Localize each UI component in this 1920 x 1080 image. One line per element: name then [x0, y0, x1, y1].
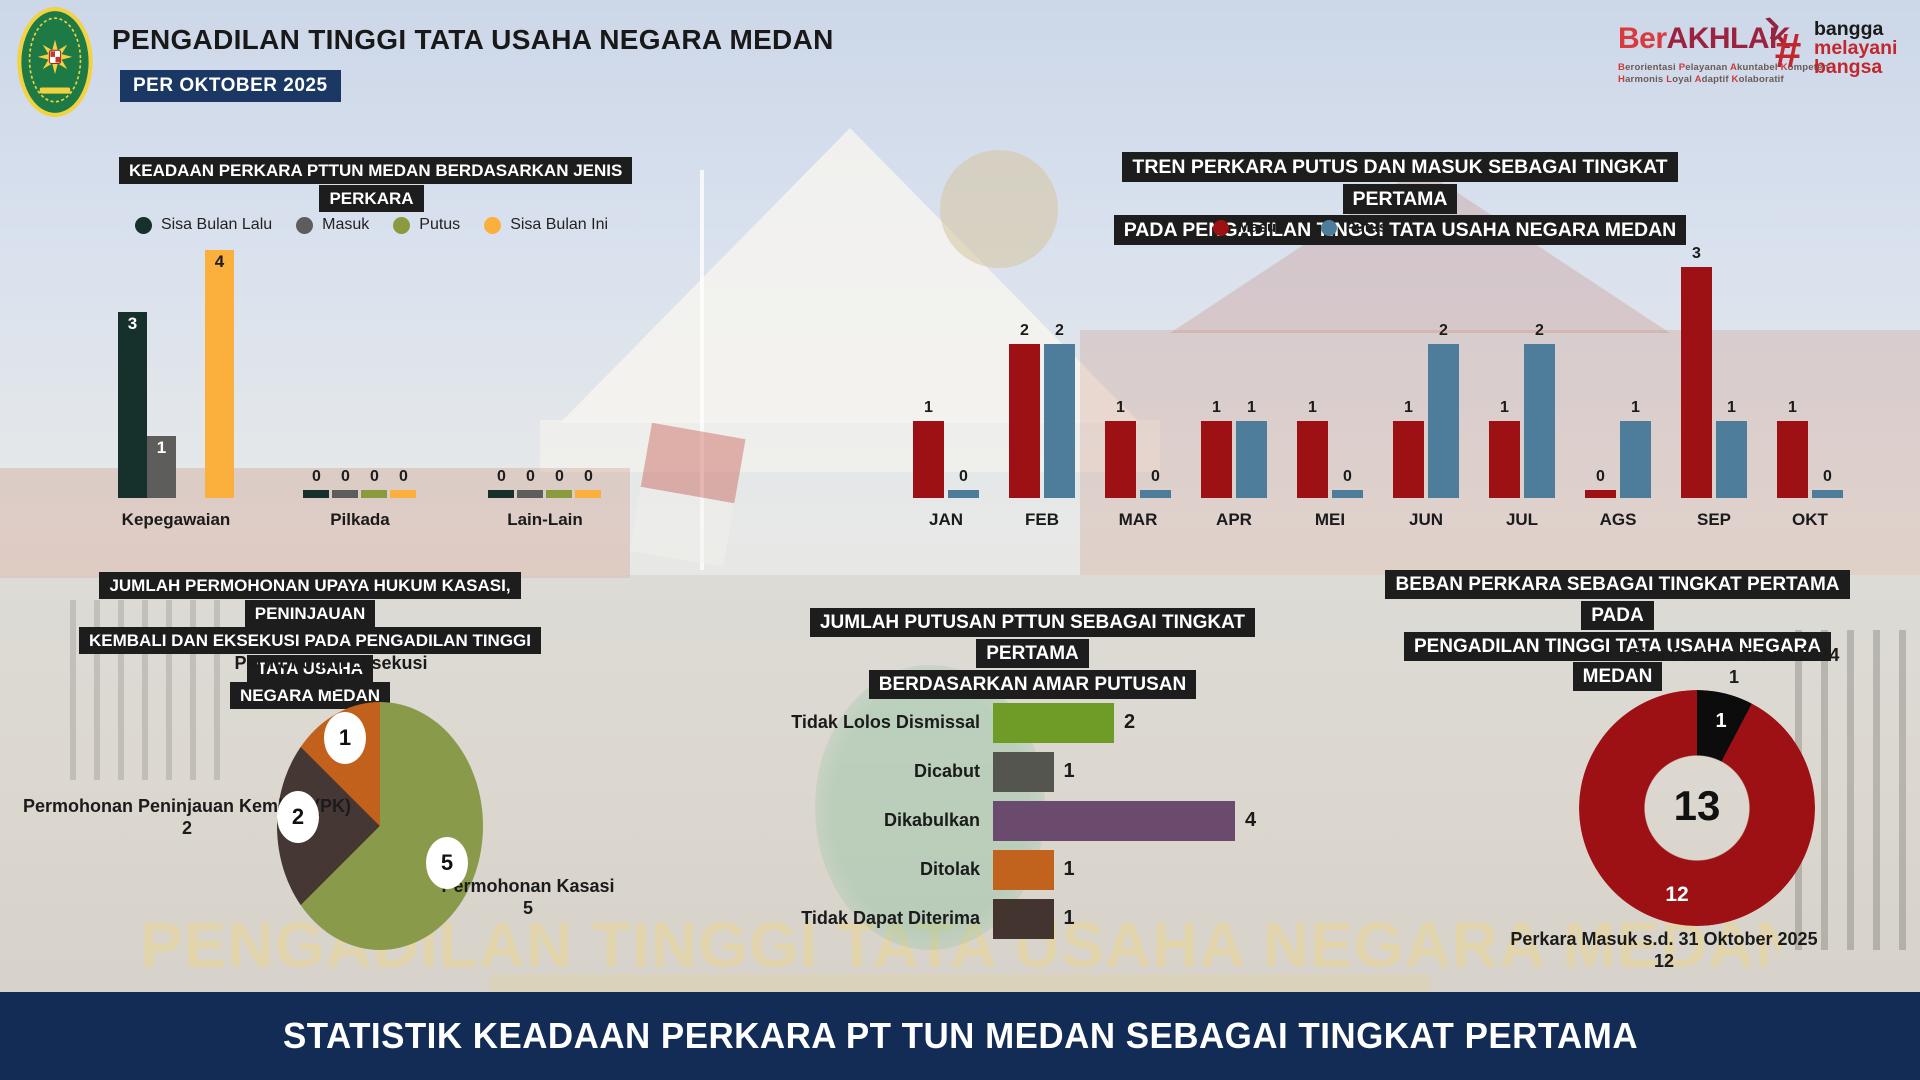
legend-item-masuk: Masuk	[1212, 219, 1285, 236]
hashtag-icon: #	[1774, 25, 1801, 78]
pie-value-chip-kasasi: 5	[426, 837, 468, 889]
period-badge: PER OKTOBER 2025	[120, 70, 341, 102]
legend-dot-icon	[134, 216, 152, 234]
chart-tren-legend: Masuk Putus	[1090, 219, 1510, 236]
donut-center-total: 13	[1673, 782, 1721, 829]
legend-item-sisa-bulan-ini: Sisa Bulan Ini	[484, 216, 608, 234]
legend-dot-icon	[1320, 219, 1337, 236]
chart-jenis-perkara-title: KEADAAN PERKARA PTTUN MEDAN BERDASARKAN …	[119, 157, 633, 212]
legend-dot-icon	[484, 216, 502, 234]
donut-label-masuk: Perkara Masuk s.d. 31 Oktober 2025 12	[1510, 929, 1818, 971]
donut-value-sisa: 1	[1715, 710, 1727, 732]
building-sign-watermark-line2	[490, 974, 1430, 992]
tren-plot: 1 0 JAN 2 2 FEB 1 0 MAR 1 1 APR 1 0 MEI 1 2 JUN 1 2 JUL 0 1 AGS…	[913, 245, 1848, 529]
legend-item-putus: Putus	[393, 216, 460, 234]
page-title: PENGADILAN TINGGI TATA USAHA NEGARA MEDA…	[112, 24, 834, 55]
legend-dot-icon	[1212, 219, 1229, 236]
pie-value-chip-pk: 2	[277, 791, 319, 843]
legend-dot-icon	[393, 216, 411, 234]
chart-beban-perkara-title: BEBAN PERKARA SEBAGAI TINGKAT PERTAMA PA…	[1370, 570, 1865, 693]
pie-label-pk: Permohonan Peninjauan Kembali (PK) 2	[22, 796, 352, 838]
background-flagpole	[700, 170, 704, 570]
chart-jenis-perkara-legend: Sisa Bulan Lalu Masuk Putus Sisa Bulan I…	[119, 216, 624, 234]
berakhlak-logo: BerAKHLAK ❯ Berorientasi Pelayanan Akunt…	[1618, 10, 1914, 102]
donut-label-sisa: Sisa Perkara Tahun 2024 1	[1628, 645, 1840, 687]
chart-upaya-hukum-title: JUMLAH PERMOHONAN UPAYA HUKUM KASASI, PE…	[65, 572, 555, 710]
chart-amar-putusan-title: JUMLAH PUTUSAN PTTUN SEBAGAI TINGKAT PER…	[780, 608, 1285, 700]
legend-item-putus: Putus	[1320, 219, 1387, 236]
chart-tren-title: TREN PERKARA PUTUS DAN MASUK SEBAGAI TIN…	[1080, 152, 1720, 247]
background-building-medallion	[940, 150, 1058, 268]
jenis-perkara-plot: 3 1 4 Kepegawaian 0 0 0 0 Pilkada 0 0 0 0 Lain-Lain	[118, 240, 623, 529]
berakhlak-tagline-1: Berorientasi Pelayanan Akuntabel Kompete…	[1618, 62, 1829, 73]
donut-value-masuk: 12	[1665, 883, 1689, 906]
footer-text: STATISTIK KEADAAN PERKARA PT TUN MEDAN S…	[282, 1015, 1638, 1056]
legend-item-masuk: Masuk	[296, 216, 369, 234]
pie-label-kasasi: Permohonan Kasasi 5	[441, 876, 615, 918]
bangga-melayani-bangsa: bangga melayani bangsa	[1814, 18, 1898, 78]
legend-dot-icon	[296, 216, 314, 234]
amar-putusan-plot: Tidak Lolos Dismissal 2 Dicabut 1 Dikabulkan…	[770, 703, 1310, 948]
footer-banner: STATISTIK KEADAAN PERKARA PT TUN MEDAN S…	[0, 992, 1920, 1080]
beban-donut	[1579, 690, 1815, 926]
background-flag	[629, 422, 746, 568]
pie-value-chip-eksekusi: 1	[324, 712, 366, 764]
berakhlak-tagline-2: Harmonis Loyal Adaptif Kolaboratif	[1618, 74, 1784, 85]
court-seal-logo	[16, 6, 94, 123]
pie-label-eksekusi: Permohonan Eksekusi 1	[234, 653, 428, 695]
berakhlak-brand: BerAKHLAK	[1618, 22, 1791, 55]
legend-item-sisa-bulan-lalu: Sisa Bulan Lalu	[134, 216, 272, 234]
